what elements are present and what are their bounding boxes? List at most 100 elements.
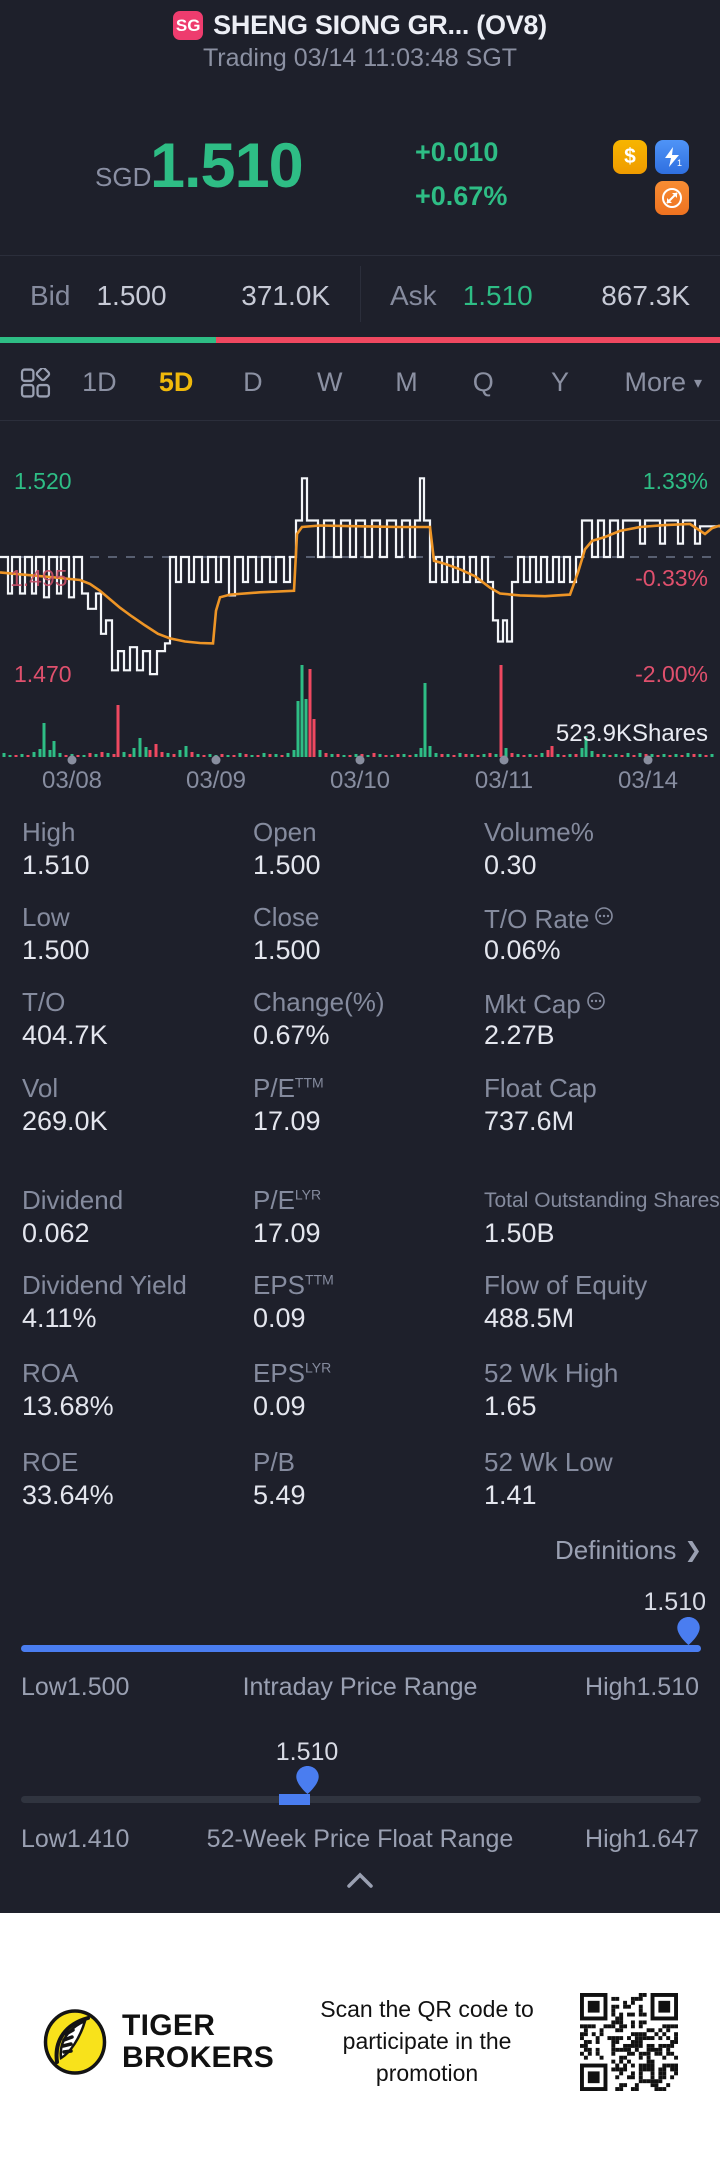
volume-bar — [596, 754, 600, 757]
bid-size: 371.0K — [241, 280, 330, 311]
tab-more[interactable]: More ▾ — [624, 367, 702, 397]
stat-label: T/O — [22, 987, 66, 1017]
bid-block[interactable]: Bid 1.500 371.0K — [0, 256, 360, 336]
tab-q[interactable]: Q — [472, 367, 494, 397]
volume-bar — [423, 683, 427, 757]
definitions-label: Definitions — [554, 1535, 677, 1565]
volume-bar — [440, 754, 444, 757]
volume-bar — [42, 723, 46, 757]
volume-bar — [160, 752, 164, 757]
ask-ratio-segment — [216, 337, 720, 343]
stat-value: 1.500 — [253, 935, 321, 965]
volume-bar — [244, 754, 248, 757]
volume-bar — [274, 754, 278, 757]
volume-bar — [312, 719, 316, 757]
volume-bar — [348, 755, 352, 757]
volume-bar — [574, 754, 578, 757]
stat-label: ROE — [22, 1447, 79, 1477]
stat-label: Dividend Yield — [22, 1270, 187, 1300]
chevron-up-icon[interactable] — [346, 1872, 374, 1889]
volume-bar — [342, 755, 346, 757]
volume-bar — [250, 755, 254, 757]
tab-w[interactable]: W — [316, 367, 343, 397]
tab-1d[interactable]: 1D — [82, 367, 117, 397]
stat-value: 1.500 — [253, 850, 321, 880]
week52-current-price: 1.510 — [275, 1738, 339, 1766]
volume-bar — [132, 748, 136, 757]
tab-d[interactable]: D — [243, 367, 263, 397]
volume-bar — [138, 738, 142, 757]
stat-value: 33.64% — [22, 1480, 114, 1510]
tab-m[interactable]: M — [395, 367, 418, 397]
x-axis-label: 03/14 — [618, 767, 678, 794]
stat-label: Volume% — [484, 817, 594, 847]
stat-value: 0.09 — [253, 1391, 306, 1421]
bid-label: Bid — [30, 280, 71, 311]
ask-label: Ask — [390, 280, 437, 311]
intraday-high: High1.510 — [585, 1673, 699, 1701]
volume-bar — [178, 750, 182, 757]
tab-y[interactable]: Y — [550, 367, 569, 397]
chevron-down-icon: ▾ — [693, 374, 702, 392]
volume-bar — [112, 754, 116, 757]
volume-bar — [148, 750, 152, 757]
volume-bar — [32, 752, 36, 757]
pct-label-high: 1.33% — [642, 468, 708, 494]
week52-range-track — [21, 1796, 701, 1803]
info-icon[interactable] — [594, 902, 614, 933]
volume-bar — [522, 755, 526, 757]
volume-bar — [292, 750, 296, 757]
stat-value: 0.30 — [484, 850, 537, 880]
grid-layout-icon[interactable] — [20, 367, 53, 398]
volume-bar — [494, 754, 498, 757]
x-axis-label: 03/09 — [186, 767, 246, 794]
stat-value: 17.09 — [253, 1218, 321, 1248]
volume-bar — [48, 750, 52, 757]
volume-bar — [378, 754, 382, 757]
axis-tick-dot — [67, 755, 77, 765]
volume-bar — [428, 746, 432, 757]
refresh-disabled-icon[interactable] — [655, 181, 689, 215]
volume-bar — [446, 754, 450, 757]
volume-bar — [434, 753, 438, 757]
volume-bar — [644, 754, 648, 757]
axis-tick-dot — [643, 755, 653, 765]
page-title: SHENG SIONG GR... (OV8) — [213, 10, 547, 40]
info-icon[interactable] — [586, 987, 606, 1018]
bid-ratio-segment — [0, 337, 216, 343]
volume-bar — [366, 755, 370, 757]
volume-bar — [208, 754, 212, 757]
volume-bar — [464, 754, 468, 757]
tab-5d[interactable]: 5D — [158, 367, 194, 397]
volume-bar — [510, 753, 514, 757]
volume-bar — [710, 754, 714, 757]
stat-label: Close — [253, 902, 320, 932]
volume-bar — [562, 755, 566, 757]
stat-label: ROA — [22, 1358, 79, 1388]
volume-bar — [256, 755, 260, 757]
volume-bar — [540, 753, 544, 757]
dollar-icon[interactable]: $ — [613, 140, 647, 174]
brand-name: TIGER BROKERS — [122, 2008, 275, 2074]
definitions-link[interactable]: Definitions ❯ — [555, 1535, 702, 1566]
trading-status: Trading 03/14 11:03:48 SGT — [202, 44, 518, 72]
stat-label: EPSTTM — [253, 1270, 334, 1300]
x-axis-label: 03/08 — [42, 767, 102, 794]
divider — [0, 255, 720, 256]
volume-bar — [662, 754, 666, 757]
volume-bar — [202, 755, 206, 757]
ask-block[interactable]: Ask 1.510 867.3K — [360, 256, 720, 336]
volume-bar — [300, 665, 304, 757]
price-chart-area[interactable]: 03/08 03/09 03/10 03/11 03/14 1.520 1.495 1.… — [0, 421, 720, 821]
ask-price: 1.510 — [462, 280, 533, 311]
volume-bar — [238, 753, 242, 757]
bid-ask-row: Bid 1.500 371.0K Ask 1.510 867.3K — [0, 256, 720, 336]
stat-value: 5.49 — [253, 1480, 306, 1510]
flash-quote-icon[interactable]: 1 — [655, 140, 689, 174]
stat-label: P/B — [253, 1447, 295, 1477]
stat-value: 488.5M — [484, 1303, 575, 1333]
price-chart[interactable]: 03/08 03/09 03/10 03/11 03/14 — [0, 421, 720, 821]
volume-bar — [704, 755, 708, 757]
volume-bar — [608, 755, 612, 757]
volume-bar — [590, 751, 594, 757]
